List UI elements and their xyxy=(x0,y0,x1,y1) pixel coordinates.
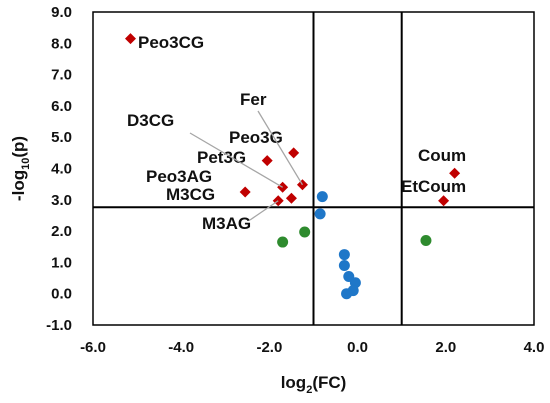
point-label-coum: Coum xyxy=(418,146,466,165)
point-label-d3cg: D3CG xyxy=(127,111,174,130)
data-point-peo3ag xyxy=(285,192,297,204)
y-axis-title: -log10(p) xyxy=(9,136,32,201)
y-tick-label: 2.0 xyxy=(51,223,72,240)
data-point-2-0 xyxy=(316,191,328,203)
x-tick-label: -4.0 xyxy=(168,339,194,356)
data-point-m3cg xyxy=(239,186,251,198)
y-tick-label: 4.0 xyxy=(51,161,72,178)
point-label-pet3g: Pet3G xyxy=(197,148,246,167)
x-tick-label: 2.0 xyxy=(435,339,456,356)
leader-line-fer xyxy=(257,110,304,186)
data-point-2-3 xyxy=(338,260,350,272)
data-point-peo3cg xyxy=(124,33,136,45)
point-label-peo3g: Peo3G xyxy=(229,128,283,147)
data-point-coum xyxy=(449,167,461,179)
x-tick-label: 0.0 xyxy=(347,339,368,356)
y-tick-label: -1.0 xyxy=(46,317,72,334)
data-point-2-1 xyxy=(314,208,326,220)
y-tick-label: 6.0 xyxy=(51,98,72,115)
y-tick-label: 8.0 xyxy=(51,35,72,52)
leader-line-d3cg xyxy=(189,132,283,188)
data-point-peo3g xyxy=(288,147,300,159)
point-label-m3ag: M3AG xyxy=(202,214,251,233)
point-label-peo3cg: Peo3CG xyxy=(138,33,204,52)
data-point-1-2 xyxy=(420,234,432,246)
data-point-2-2 xyxy=(338,249,350,261)
x-tick-label: -6.0 xyxy=(80,339,106,356)
point-label-etcoum: EtCoum xyxy=(401,177,466,196)
y-tick-label: 7.0 xyxy=(51,67,72,84)
point-label-peo3ag: Peo3AG xyxy=(146,167,212,186)
y-tick-label: 3.0 xyxy=(51,192,72,209)
y-tick-label: 1.0 xyxy=(51,254,72,271)
data-point-1-0 xyxy=(277,236,289,248)
x-axis-title: log2(FC) xyxy=(281,373,347,396)
x-tick-label: -2.0 xyxy=(256,339,282,356)
point-label-m3cg: M3CG xyxy=(166,185,215,204)
y-tick-label: 5.0 xyxy=(51,129,72,146)
y-tick-label: 0.0 xyxy=(51,286,72,303)
data-point-etcoum xyxy=(438,195,450,207)
y-tick-label: 9.0 xyxy=(51,4,72,21)
x-tick-label: 4.0 xyxy=(524,339,545,356)
point-label-fer: Fer xyxy=(240,90,267,109)
data-point-1-1 xyxy=(299,226,311,238)
leader-line-m3ag xyxy=(249,200,279,221)
data-point-pet3g xyxy=(261,155,273,167)
data-point-2-7 xyxy=(341,288,353,300)
